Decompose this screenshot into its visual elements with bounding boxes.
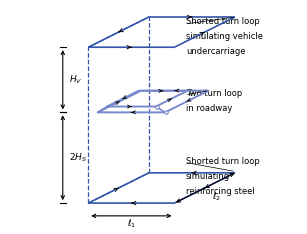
Text: $H_V$: $H_V$ — [68, 73, 82, 86]
Text: Shorted turn loop: Shorted turn loop — [186, 17, 260, 26]
Text: Shorted turn loop: Shorted turn loop — [186, 157, 260, 165]
Text: reinforcing steel: reinforcing steel — [186, 187, 255, 196]
Text: $\ell_2$: $\ell_2$ — [212, 190, 221, 203]
Text: Two turn loop: Two turn loop — [186, 89, 242, 98]
Text: $\ell_1$: $\ell_1$ — [127, 217, 136, 230]
Text: undercarriage: undercarriage — [186, 47, 246, 56]
Text: $2H_S$: $2H_S$ — [68, 151, 87, 164]
Text: simulating vehicle: simulating vehicle — [186, 32, 263, 41]
Text: in roadway: in roadway — [186, 104, 232, 113]
Text: simulating: simulating — [186, 172, 230, 181]
